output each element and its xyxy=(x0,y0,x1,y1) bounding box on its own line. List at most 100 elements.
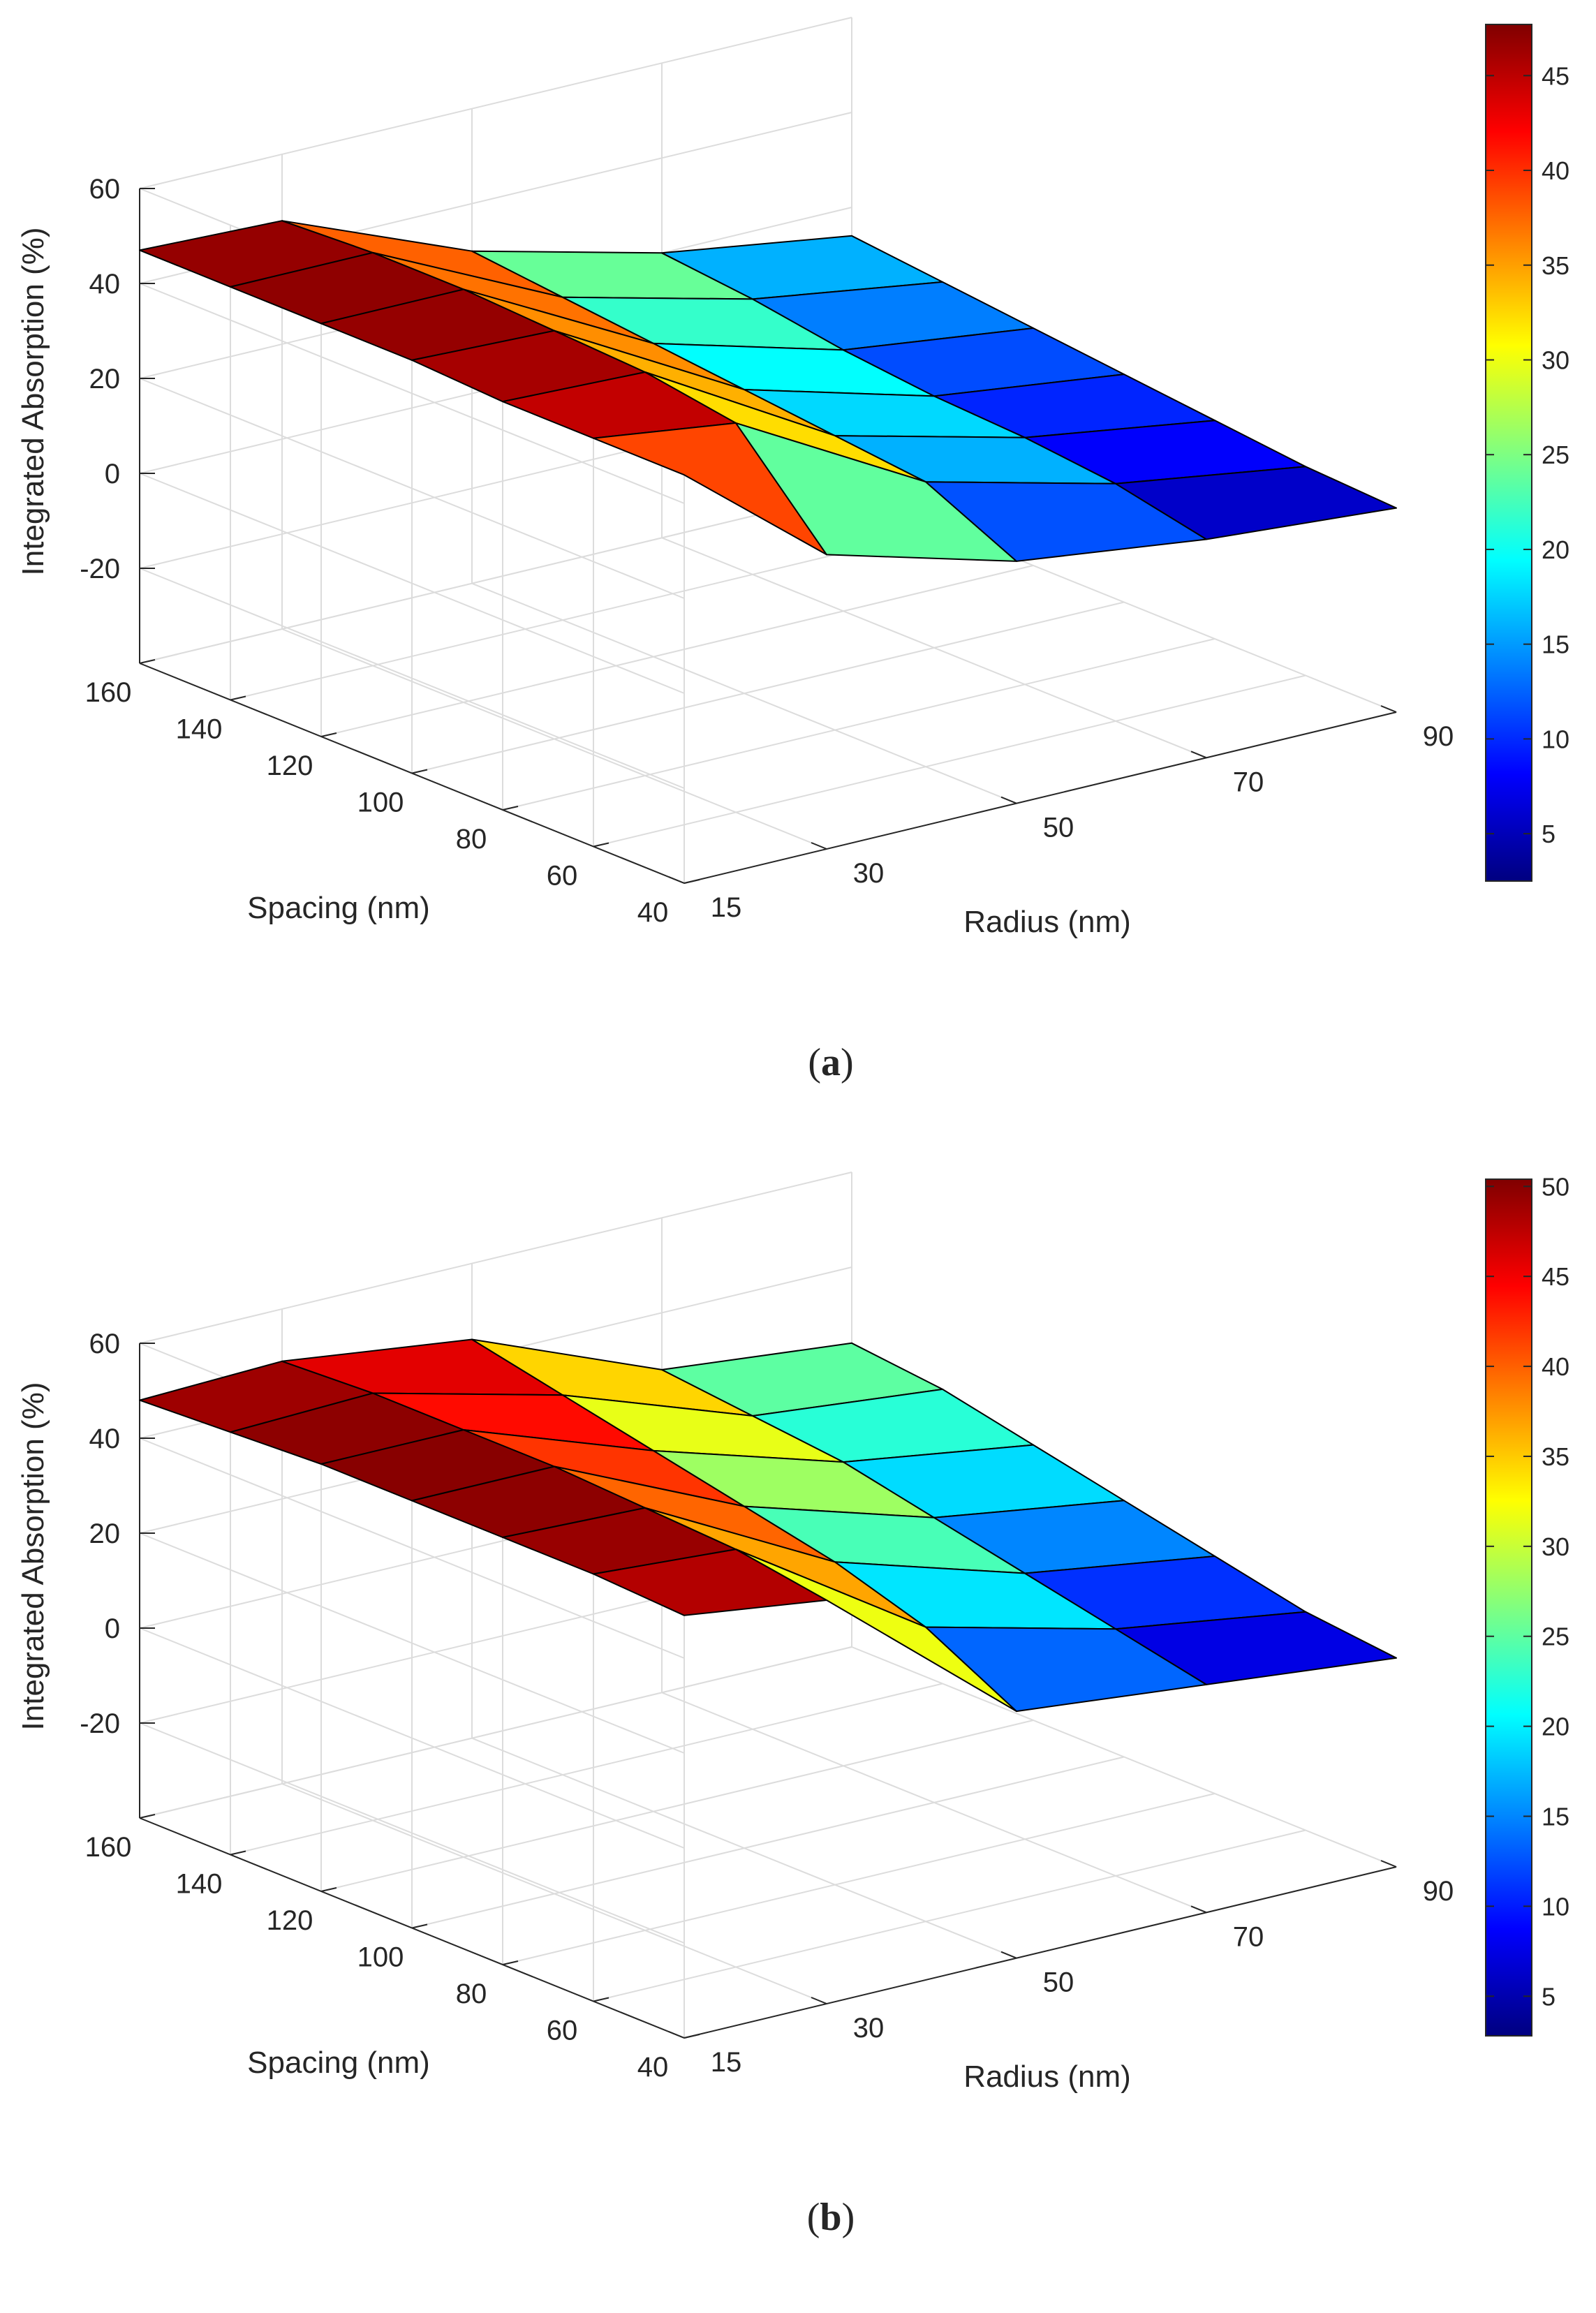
z-tick-label: 40 xyxy=(89,1424,121,1454)
x-axis-line xyxy=(684,711,1397,884)
grid-line-y-floor xyxy=(411,601,1125,774)
colorbar-tick-label: 5 xyxy=(1542,1982,1556,2011)
colorbar-tick-label: 15 xyxy=(1542,630,1569,659)
y-tick xyxy=(139,1814,156,1819)
axes: 15 30 50 70 90 40 60 80 100 120 140 160 -20 0 20 40 60 Ra… xyxy=(16,174,1454,939)
colorbar-tick-label: 45 xyxy=(1542,61,1569,90)
y-tick xyxy=(411,1923,428,1929)
grid-line-z-back xyxy=(139,17,852,189)
colorbar: 5 10 15 20 25 30 35 40 45 50 xyxy=(1485,1172,1569,2037)
colorbar-gradient xyxy=(1485,1178,1532,2037)
grid-line-y-floor xyxy=(502,1793,1216,1965)
y-tick xyxy=(593,842,609,848)
y-tick xyxy=(230,695,246,701)
surface xyxy=(139,220,1397,562)
colorbar-tick-label: 30 xyxy=(1542,346,1569,374)
y-tick xyxy=(593,1997,609,2002)
z-axis-title: Integrated Absorption (%) xyxy=(16,1382,50,1731)
y-tick-label: 120 xyxy=(267,751,313,781)
z-tick-label: 40 xyxy=(89,269,121,300)
x-tick xyxy=(811,1997,827,2004)
colorbar-tick-label: 10 xyxy=(1542,725,1569,753)
x-tick-label: 90 xyxy=(1423,721,1454,752)
y-tick-label: 40 xyxy=(637,2052,669,2083)
x-tick-label: 70 xyxy=(1233,1921,1264,1952)
surface-face xyxy=(1115,466,1397,540)
colorbar-tick-label: 35 xyxy=(1542,251,1569,280)
x-tick-label: 50 xyxy=(1043,813,1074,843)
axes: 15 30 50 70 90 40 60 80 100 120 140 160 -20 0 20 40 60 Ra… xyxy=(16,1329,1454,2094)
surface-chart-b: 15 30 50 70 90 40 60 80 100 120 140 160 -20 0 20 40 60 Ra… xyxy=(16,1172,1569,2239)
x-tick-label: 30 xyxy=(853,858,885,889)
x-tick xyxy=(1190,1905,1207,1914)
colorbar-tick-label: 10 xyxy=(1542,1892,1569,1921)
grid-line-y-floor xyxy=(230,1683,943,1856)
panel-caption: (a) xyxy=(808,1041,853,1084)
colorbar-tick-label: 20 xyxy=(1542,535,1569,564)
y-tick xyxy=(230,1850,246,1856)
z-tick-label: -20 xyxy=(80,1708,120,1739)
grid-line-y-floor xyxy=(593,674,1306,848)
surface xyxy=(139,1338,1397,1713)
x-axis-title: Radius (nm) xyxy=(963,2060,1131,2094)
y-tick-label: 80 xyxy=(456,824,487,855)
x-tick-label: 15 xyxy=(711,2047,742,2078)
x-tick-label: 50 xyxy=(1043,1967,1074,1998)
colorbar-tick-label: 25 xyxy=(1542,1623,1569,1651)
x-tick-label: 15 xyxy=(711,892,742,923)
colorbar-tick-label: 45 xyxy=(1542,1262,1569,1291)
z-tick-label: 0 xyxy=(105,1613,120,1644)
z-axis-title: Integrated Absorption (%) xyxy=(16,228,50,576)
grid-line-y-floor xyxy=(230,528,943,701)
x-tick xyxy=(1190,751,1207,759)
y-tick xyxy=(320,732,337,737)
x-tick xyxy=(1000,796,1017,804)
panel-caption-letter: b xyxy=(820,2196,841,2239)
panel-b: 15 30 50 70 90 40 60 80 100 120 140 160 -20 0 20 40 60 Ra… xyxy=(0,1155,1596,2310)
z-tick-label: 20 xyxy=(89,364,121,394)
colorbar-tick-label: 40 xyxy=(1542,1352,1569,1381)
colorbar-tick-label: 30 xyxy=(1542,1532,1569,1561)
z-tick-label: -20 xyxy=(80,554,120,584)
y-tick xyxy=(139,659,156,664)
y-tick-label: 160 xyxy=(85,677,132,708)
panel-a: 15 30 50 70 90 40 60 80 100 120 140 160 -20 0 20 40 60 Ra… xyxy=(0,0,1596,1155)
x-tick-label: 70 xyxy=(1233,767,1264,797)
y-tick-label: 120 xyxy=(267,1905,313,1936)
y-tick-label: 80 xyxy=(456,1979,487,2009)
surface-chart-a: 15 30 50 70 90 40 60 80 100 120 140 160 -20 0 20 40 60 Ra… xyxy=(16,17,1569,1084)
y-tick-label: 140 xyxy=(176,1869,223,1900)
x-tick xyxy=(668,876,685,884)
grid-line-y-floor xyxy=(411,1756,1125,1929)
colorbar: 5 10 15 20 25 30 35 40 45 xyxy=(1485,24,1569,882)
colorbar-tick-label: 25 xyxy=(1542,441,1569,469)
y-tick xyxy=(320,1887,337,1892)
colorbar-tick-label: 15 xyxy=(1542,1803,1569,1831)
grid-line-y-floor xyxy=(593,1829,1306,2002)
grid-line-y-floor xyxy=(320,565,1034,737)
panel-caption-letter: a xyxy=(821,1041,841,1084)
grid-line-y-floor xyxy=(139,1646,852,1819)
x-tick-label: 90 xyxy=(1423,1876,1454,1907)
y-tick-label: 100 xyxy=(357,788,404,818)
z-tick-label: 60 xyxy=(89,174,121,205)
colorbar-tick-label: 40 xyxy=(1542,156,1569,185)
colorbar-tick-label: 35 xyxy=(1542,1442,1569,1471)
colorbar-gradient xyxy=(1485,24,1532,882)
surface-face xyxy=(1115,1611,1397,1685)
colorbar-tick-label: 50 xyxy=(1542,1172,1569,1201)
grid-line-y-floor xyxy=(139,492,852,664)
z-tick-label: 60 xyxy=(89,1329,121,1359)
y-axis-title: Spacing (nm) xyxy=(247,891,430,925)
y-tick-label: 100 xyxy=(357,1942,404,1973)
y-tick xyxy=(502,806,519,811)
x-axis-line xyxy=(684,1866,1397,2039)
y-tick-label: 160 xyxy=(85,1832,132,1863)
y-tick xyxy=(502,1960,519,1965)
grid-line-y-floor xyxy=(502,638,1216,811)
x-axis-title: Radius (nm) xyxy=(963,905,1131,939)
x-tick xyxy=(1380,705,1397,713)
y-tick-label: 60 xyxy=(547,861,578,892)
colorbar-tick-label: 20 xyxy=(1542,1713,1569,1741)
z-tick-label: 20 xyxy=(89,1518,121,1549)
